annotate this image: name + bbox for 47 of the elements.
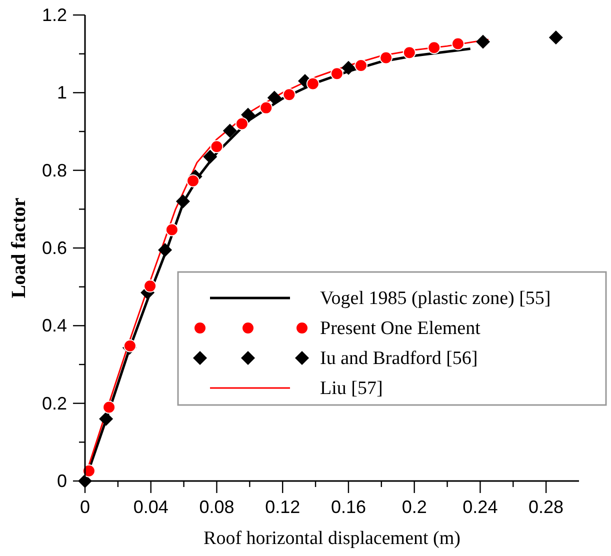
y-tick-label: 0.2	[42, 393, 67, 414]
point	[210, 140, 224, 154]
point	[282, 88, 296, 102]
point	[203, 150, 218, 164]
y-axis-title: Load factor	[8, 198, 30, 298]
point	[428, 41, 441, 54]
point	[306, 77, 320, 90]
point	[144, 280, 157, 293]
point	[102, 400, 116, 414]
y-tick-label: 0.6	[42, 238, 67, 258]
point	[451, 37, 464, 50]
point	[165, 223, 178, 236]
point	[380, 51, 393, 64]
x-tick-label: 0.08	[199, 497, 234, 517]
point	[267, 90, 282, 105]
point	[235, 117, 248, 130]
y-tick-label: 0	[56, 471, 67, 491]
y-tick-label: 1.2	[42, 5, 67, 25]
y-tick-label: 0.8	[42, 160, 67, 180]
point	[241, 108, 256, 122]
x-tick-label: 0	[80, 497, 90, 517]
point	[476, 34, 490, 49]
point	[330, 67, 344, 80]
legend-label: Iu and Bradford [56]	[320, 348, 478, 369]
x-tick-label: 0.12	[265, 497, 300, 517]
point	[222, 124, 237, 138]
x-tick-label: 0.2	[402, 497, 427, 517]
point	[402, 46, 416, 60]
legend-label: Liu [57]	[320, 378, 383, 399]
x-tick-label: 0.04	[133, 497, 168, 517]
point	[354, 58, 368, 72]
y-tick-label: 1	[56, 82, 67, 103]
point	[176, 194, 190, 208]
legend-label: Present One Element	[320, 318, 482, 339]
x-tick-label: 0.28	[528, 497, 564, 517]
point	[186, 174, 200, 188]
x-axis-title: Roof horizontal displacement (m)	[204, 528, 460, 549]
legend-label: Vogel 1985 (plastic zone) [55]	[320, 288, 551, 309]
point	[158, 242, 172, 257]
y-tick-label: 0.4	[42, 316, 67, 336]
point	[341, 60, 356, 75]
point	[99, 412, 114, 426]
point	[260, 101, 273, 114]
x-tick-label: 0.16	[330, 497, 366, 517]
point	[548, 30, 563, 45]
x-tick-label: 0.24	[462, 497, 498, 517]
point	[123, 339, 136, 352]
